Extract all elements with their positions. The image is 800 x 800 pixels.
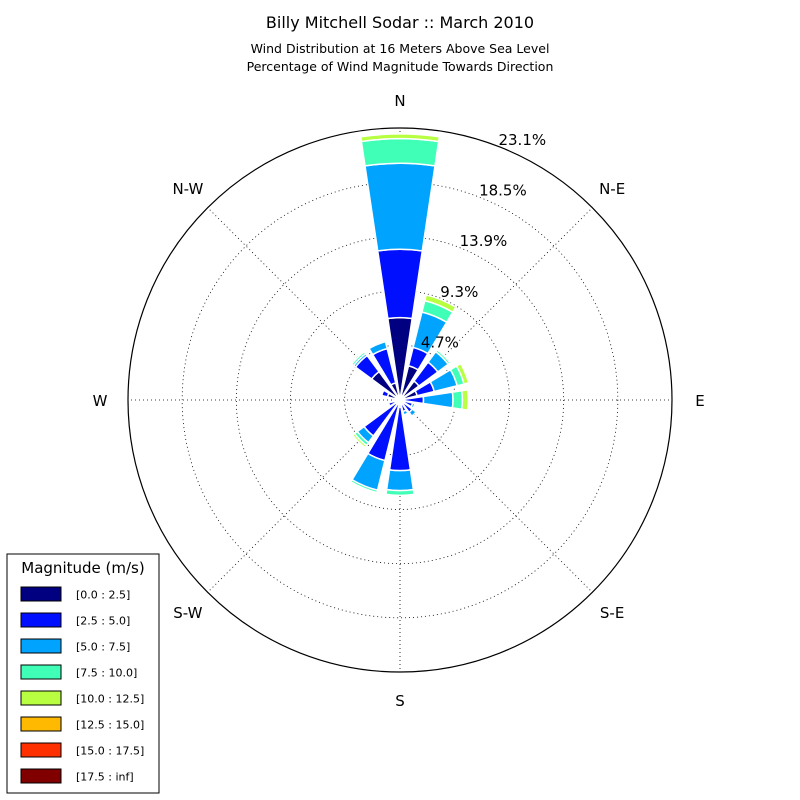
legend-label-1: [2.5 : 5.0]: [76, 615, 130, 628]
bar-segment-11-1: [387, 400, 398, 407]
radial-tick-label-1: 9.3%: [440, 283, 478, 301]
bar-segment-5-2: [410, 402, 416, 409]
legend-swatch-3: [20, 664, 62, 680]
legend-swatch-0: [20, 586, 62, 602]
bar-segment-7-2: [402, 409, 409, 416]
radial-tick-label-2: 13.9%: [460, 232, 508, 250]
bar-segment-4-2: [422, 391, 454, 409]
legend-label-7: [17.5 : inf]: [76, 771, 134, 784]
legend-label-4: [10.0 : 12.5]: [76, 693, 144, 706]
bar-segment-4-4: [460, 389, 470, 411]
compass-labels: N N-E E S-E S S-W W N-W: [93, 92, 705, 710]
compass-label-s-w: S-W: [173, 604, 202, 622]
chart-subtitle-line-2: Percentage of Wind Magnitude Towards Dir…: [247, 59, 554, 74]
grid-ring-1: [290, 290, 510, 510]
grid-spoke-1: [399, 207, 593, 401]
legend-swatch-7: [20, 768, 62, 784]
grid-spoke-3: [399, 399, 593, 593]
bar-segment-0-2: [364, 162, 436, 252]
wind-bars: [350, 133, 470, 497]
grid-ring-3: [181, 181, 619, 619]
radial-tick-labels: 4.7% 9.3% 13.9% 18.5% 23.1%: [421, 131, 546, 351]
grid-spoke-7: [207, 207, 401, 401]
bar-segment-6-2: [408, 408, 417, 417]
bar-segment-0-1: [376, 248, 424, 320]
compass-label-s: S: [395, 692, 405, 710]
bar-segment-8-3: [385, 488, 415, 497]
compass-label-s-e: S-E: [600, 604, 624, 622]
legend-label-5: [12.5 : 15.0]: [76, 719, 144, 732]
radial-tick-label-3: 18.5%: [479, 182, 527, 200]
compass-label-e: E: [695, 392, 704, 410]
bar-segment-0-3: [360, 137, 440, 167]
bar-segment-3-4: [455, 362, 470, 385]
legend-title: Magnitude (m/s): [21, 559, 144, 577]
bar-segment-1-4: [424, 294, 457, 313]
bar-segment-0-4: [359, 133, 441, 143]
bar-segment-13-1: [380, 389, 390, 398]
radial-tick-label-0: 4.7%: [421, 333, 459, 351]
legend-swatch-5: [20, 716, 62, 732]
legend-swatch-1: [20, 612, 62, 628]
outer-ring: [127, 127, 673, 673]
legend-swatch-4: [20, 690, 62, 706]
chart-title: Billy Mitchell Sodar :: March 2010: [266, 13, 534, 32]
legend-swatch-6: [20, 742, 62, 758]
bar-segment-10-4: [351, 432, 368, 449]
compass-label-n-w: N-W: [172, 180, 203, 198]
bar-segment-8-2: [385, 469, 415, 492]
compass-label-n: N: [394, 92, 405, 110]
legend-label-0: [0.0 : 2.5]: [76, 589, 130, 602]
legend: Magnitude (m/s) [0.0 : 2.5] [2.5 : 5.0] [5…: [6, 553, 160, 794]
bar-segment-15-2: [368, 340, 388, 356]
legend-swatch-2: [20, 638, 62, 654]
bar-segment-9-3: [350, 478, 379, 494]
radial-tick-label-4: 23.1%: [498, 131, 546, 149]
grid-ring-2: [235, 235, 565, 565]
compass-label-n-e: N-E: [599, 180, 625, 198]
bar-segment-2-4: [436, 348, 452, 364]
chart-subtitle-line-1: Wind Distribution at 16 Meters Above Sea…: [251, 41, 550, 56]
legend-label-6: [15.0 : 17.5]: [76, 745, 144, 758]
bar-segment-4-3: [451, 390, 464, 410]
bar-segment-14-3: [350, 350, 367, 367]
compass-label-w: W: [93, 392, 108, 410]
legend-items: [0.0 : 2.5] [2.5 : 5.0] [5.0 : 7.5] [7.5 : …: [20, 586, 144, 784]
legend-label-3: [7.5 : 10.0]: [76, 667, 137, 680]
legend-label-2: [5.0 : 7.5]: [76, 641, 130, 654]
grid-spoke-5: [207, 399, 401, 593]
